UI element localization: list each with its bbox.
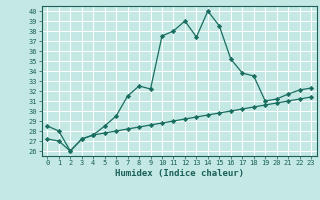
X-axis label: Humidex (Indice chaleur): Humidex (Indice chaleur) (115, 169, 244, 178)
